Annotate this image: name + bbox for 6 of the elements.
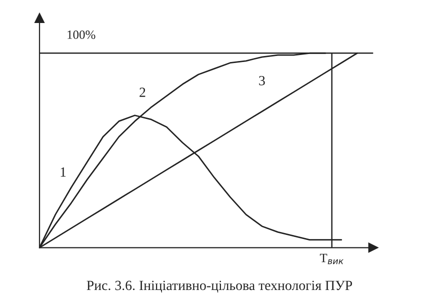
text: Рис. 3.6. Ініціативно-цільова технологія ПУР (86, 280, 352, 293)
series-label: 2 (140, 88, 146, 97)
series-label: 3 (259, 76, 265, 86)
ref-line-label: 100% (68, 30, 96, 39)
text: Т$_{вик}$ (320, 254, 344, 264)
series-label: 1 (60, 167, 66, 177)
